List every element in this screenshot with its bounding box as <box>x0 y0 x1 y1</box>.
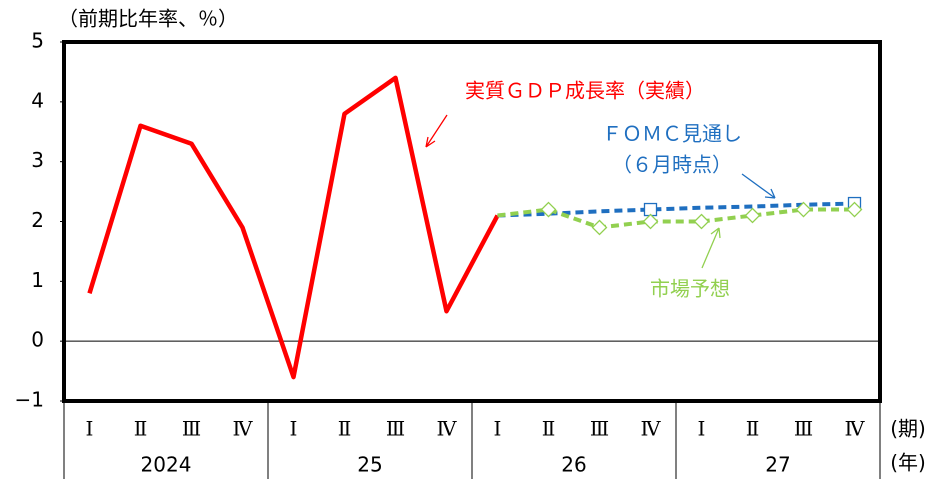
marker <box>591 219 608 236</box>
y-tick-label: 5 <box>31 29 44 53</box>
series-label: （６月時点） <box>612 153 732 177</box>
marker <box>795 201 812 218</box>
y-tick-label: −1 <box>15 388 44 412</box>
year-axis-label: (年) <box>890 451 926 475</box>
year-label: 25 <box>357 453 382 477</box>
marker <box>642 213 659 230</box>
unit-label: （前期比年率、％） <box>58 7 238 31</box>
y-tick-label: 1 <box>31 268 44 292</box>
x-tick-label: Ⅳ <box>233 417 254 441</box>
arrow <box>741 173 776 199</box>
x-tick-label: Ⅱ <box>542 417 556 441</box>
x-tick-label: Ⅱ <box>746 417 760 441</box>
x-axis-label: (期) <box>890 417 926 441</box>
arrow <box>425 114 448 148</box>
x-tick-label: Ⅱ <box>338 417 352 441</box>
plot-frame <box>62 40 882 403</box>
x-tick-label: Ⅳ <box>845 417 866 441</box>
year-label: 2024 <box>141 453 192 477</box>
marker <box>846 201 863 218</box>
x-tick-label: Ⅳ <box>437 417 458 441</box>
x-tick-label: Ⅱ <box>134 417 148 441</box>
marker <box>540 201 557 218</box>
x-tick-label: Ⅲ <box>386 417 405 441</box>
y-tick-label: 2 <box>31 208 44 232</box>
x-tick-label: Ⅲ <box>794 417 813 441</box>
series-label: 市場予想 <box>650 277 730 301</box>
arrow <box>701 227 721 269</box>
series-line <box>497 201 855 218</box>
year-label: 26 <box>561 453 586 477</box>
x-tick-label: Ⅰ <box>290 417 298 441</box>
marker <box>744 207 761 224</box>
x-tick-label: Ⅰ <box>698 417 706 441</box>
y-tick-label: 0 <box>31 328 44 352</box>
x-tick-label: Ⅰ <box>86 417 94 441</box>
y-tick-label: 4 <box>31 88 44 112</box>
marker <box>693 213 710 230</box>
series-line <box>87 75 500 380</box>
x-tick-label: Ⅲ <box>182 417 201 441</box>
series-line <box>497 207 855 230</box>
y-tick-label: 3 <box>31 148 44 172</box>
series-label: ＦＯＭＣ見通し <box>602 122 742 146</box>
series-label: 実質ＧＤＰ成長率（実績） <box>465 79 705 103</box>
x-tick-label: Ⅳ <box>641 417 662 441</box>
arrows <box>425 114 776 269</box>
x-tick-label: Ⅰ <box>494 417 502 441</box>
year-label: 27 <box>765 453 790 477</box>
x-tick-label: Ⅲ <box>590 417 609 441</box>
